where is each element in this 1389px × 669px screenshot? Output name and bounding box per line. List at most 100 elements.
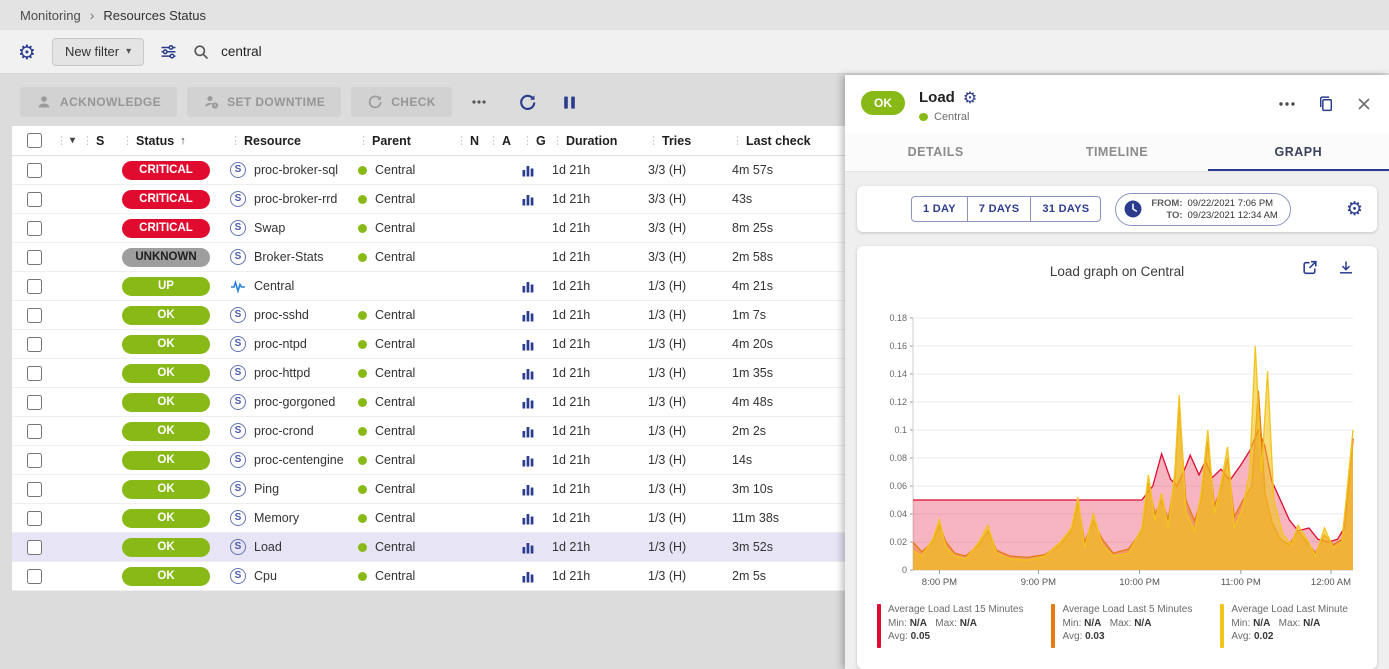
acknowledge-button[interactable]: ACKNOWLEDGE	[20, 87, 178, 117]
graph-icon[interactable]	[522, 541, 535, 554]
select-all-checkbox[interactable]	[26, 133, 42, 148]
range-button-31-days[interactable]: 31 DAYS	[1030, 196, 1102, 222]
panel-more-icon[interactable]	[1277, 96, 1297, 112]
table-row[interactable]: OK S proc-gorgoned Central 1d 21h 1/3 (H…	[12, 388, 845, 417]
col-last-check[interactable]: ⋮ Last check	[732, 134, 845, 148]
table-row[interactable]: OK S proc-sshd Central 1d 21h 1/3 (H) 1m…	[12, 301, 845, 330]
row-checkbox[interactable]	[26, 191, 42, 207]
refresh-button[interactable]	[516, 91, 539, 114]
col-notes[interactable]: ⋮ N	[456, 134, 488, 148]
row-checkbox[interactable]	[26, 394, 42, 410]
table-row[interactable]: OK S Load Central 1d 21h 1/3 (H) 3m 52s	[12, 533, 845, 562]
parent-status-dot	[358, 484, 367, 494]
table-row[interactable]: OK S proc-httpd Central 1d 21h 1/3 (H) 1…	[12, 359, 845, 388]
breadcrumb-monitoring[interactable]: Monitoring	[20, 7, 81, 23]
filter-bar: ⚙ New filter ▾	[0, 30, 1389, 74]
col-status[interactable]: ⋮ Status ↑	[122, 134, 230, 148]
graph-icon[interactable]	[522, 483, 535, 496]
table-row[interactable]: OK S proc-ntpd Central 1d 21h 1/3 (H) 4m…	[12, 330, 845, 359]
range-button-1-day[interactable]: 1 DAY	[911, 196, 968, 222]
row-checkbox[interactable]	[26, 539, 42, 555]
graph-icon[interactable]	[522, 425, 535, 438]
graph-settings-gear-icon[interactable]: ⚙	[1345, 197, 1363, 220]
service-config-gear-icon[interactable]: ⚙	[962, 87, 978, 107]
row-checkbox[interactable]	[26, 481, 42, 497]
table-row[interactable]: UNKNOWN S Broker-Stats Central 1d 21h 3/…	[12, 243, 845, 272]
row-checkbox[interactable]	[26, 568, 42, 584]
graph-icon[interactable]	[522, 193, 535, 206]
status-chip: OK	[122, 305, 210, 325]
check-button[interactable]: CHECK	[351, 87, 452, 117]
svg-text:9:00 PM: 9:00 PM	[1021, 577, 1056, 588]
graph-icon[interactable]	[522, 164, 535, 177]
drag-handle-icon: ⋮	[56, 135, 67, 147]
pause-button[interactable]	[559, 92, 580, 113]
table-row[interactable]: CRITICAL S proc-broker-sql Central 1d 21…	[12, 156, 845, 185]
row-checkbox[interactable]	[26, 365, 42, 381]
table-row[interactable]: OK S proc-centengine Central 1d 21h 1/3 …	[12, 446, 845, 475]
row-checkbox[interactable]	[26, 452, 42, 468]
filter-settings-gear-icon[interactable]: ⚙	[18, 39, 36, 64]
graph-icon[interactable]	[522, 280, 535, 293]
tab-timeline[interactable]: TIMELINE	[1085, 145, 1149, 159]
row-checkbox[interactable]	[26, 278, 42, 294]
parent-status-dot	[358, 194, 367, 204]
copy-link-icon[interactable]	[1317, 95, 1335, 113]
parent-cell: Central	[358, 366, 456, 380]
search-input[interactable]	[221, 44, 822, 59]
table-row[interactable]: OK S Memory Central 1d 21h 1/3 (H) 11m 3…	[12, 504, 845, 533]
graph-icon[interactable]	[522, 367, 535, 380]
graph-icon[interactable]	[522, 512, 535, 525]
filter-tune-icon[interactable]	[160, 43, 177, 60]
download-icon[interactable]	[1337, 259, 1355, 277]
range-button-7-days[interactable]: 7 DAYS	[966, 196, 1032, 222]
row-checkbox[interactable]	[26, 220, 42, 236]
search-field	[193, 44, 1371, 60]
tab-graph[interactable]: GRAPH	[1207, 133, 1389, 171]
table-row[interactable]: CRITICAL S Swap Central 1d 21h 3/3 (H) 8…	[12, 214, 845, 243]
duration-cell: 1d 21h	[552, 395, 591, 409]
col-parent[interactable]: ⋮ Parent	[358, 134, 456, 148]
row-checkbox[interactable]	[26, 336, 42, 352]
parent-status-dot	[358, 426, 367, 436]
host-icon	[231, 279, 245, 294]
table-row[interactable]: UP S Central 1d 21h 1/3 (H) 4m 21s	[12, 272, 845, 301]
last-check-cell: 2m 2s	[732, 424, 767, 438]
graph-title: Load graph on Central	[1049, 263, 1185, 279]
table-row[interactable]: OK S Cpu Central 1d 21h 1/3 (H) 2m 5s	[12, 562, 845, 591]
close-panel-icon[interactable]	[1355, 95, 1373, 113]
select-all-caret[interactable]: ⋮ ▾	[56, 135, 76, 147]
tries-cell: 3/3 (H)	[648, 250, 687, 264]
graph-icon[interactable]	[522, 454, 535, 467]
graph-icon[interactable]	[522, 309, 535, 322]
resource-name: proc-httpd	[254, 366, 311, 380]
graph-icon[interactable]	[522, 570, 535, 583]
service-icon: S	[230, 162, 246, 178]
row-checkbox[interactable]	[26, 162, 42, 178]
table-row[interactable]: OK S proc-crond Central 1d 21h 1/3 (H) 2…	[12, 417, 845, 446]
row-checkbox[interactable]	[26, 510, 42, 526]
table-row[interactable]: OK S Ping Central 1d 21h 1/3 (H) 3m 10s	[12, 475, 845, 504]
service-icon: S	[230, 394, 246, 410]
graph-icon[interactable]	[522, 396, 535, 409]
table-row[interactable]: CRITICAL S proc-broker-rrd Central 1d 21…	[12, 185, 845, 214]
graph-icon[interactable]	[522, 338, 535, 351]
row-checkbox[interactable]	[26, 249, 42, 265]
time-range-pill[interactable]: FROM: 09/22/2021 7:06 PM TO: 09/23/2021 …	[1115, 192, 1291, 226]
row-checkbox[interactable]	[26, 423, 42, 439]
new-filter-button[interactable]: New filter ▾	[51, 37, 145, 66]
col-severity[interactable]: ⋮ S	[82, 134, 122, 148]
parent-name: Central	[375, 337, 416, 351]
col-tries[interactable]: ⋮ Tries	[648, 134, 732, 148]
legend-item: Average Load Last 5 Minutes Min: N/A Max…	[1051, 604, 1192, 648]
col-action[interactable]: ⋮ A	[488, 134, 522, 148]
col-graph[interactable]: ⋮ G	[522, 134, 552, 148]
tab-details[interactable]: DETAILS	[907, 145, 964, 159]
set-downtime-button[interactable]: SET DOWNTIME	[187, 87, 342, 117]
col-duration[interactable]: ⋮ Duration	[552, 134, 648, 148]
row-checkbox[interactable]	[26, 307, 42, 323]
breadcrumb-resources-status[interactable]: Resources Status	[103, 7, 206, 23]
col-resource[interactable]: ⋮ Resource	[230, 134, 358, 148]
open-in-new-icon[interactable]	[1301, 259, 1319, 277]
more-actions-button[interactable]	[462, 94, 496, 110]
